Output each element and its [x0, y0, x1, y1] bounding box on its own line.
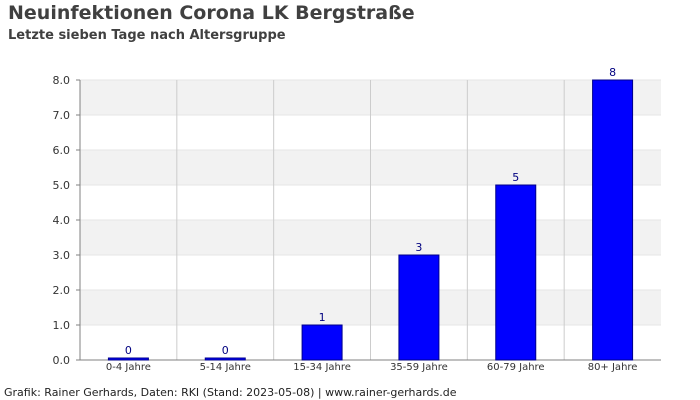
bar	[107, 357, 149, 361]
y-tick-label: 7.0	[53, 109, 71, 122]
y-tick-label: 8.0	[53, 74, 71, 87]
y-tick-label: 5.0	[53, 179, 71, 192]
y-tick-label: 3.0	[53, 249, 71, 262]
x-tick-label: 35-59 Jahre	[390, 362, 448, 373]
y-tick-labels: 0.0 1.0 2.0 3.0 4.0 5.0 6.0 7.0 8.0	[53, 74, 71, 367]
bar	[398, 254, 440, 361]
value-label: 0	[222, 344, 229, 357]
x-tick-label: 0-4 Jahre	[106, 362, 151, 373]
x-tick-labels: 0-4 Jahre 5-14 Jahre 15-34 Jahre 35-59 Jahr…	[106, 362, 638, 373]
y-tick-label: 6.0	[53, 144, 71, 157]
grid-lines	[80, 79, 661, 361]
y-tick-label: 0.0	[53, 354, 71, 367]
chart-subtitle: Letzte sieben Tage nach Altersgruppe	[8, 28, 286, 43]
bar	[204, 357, 246, 361]
value-labels: 0 0 1 3 5 8	[125, 66, 616, 357]
bar	[495, 184, 537, 361]
footer-credit: Grafik: Rainer Gerhards, Daten: RKI (Sta…	[4, 386, 457, 399]
value-label: 3	[415, 241, 422, 254]
x-tick-label: 80+ Jahre	[588, 362, 638, 373]
y-tick-label: 1.0	[53, 319, 71, 332]
value-label: 5	[512, 171, 519, 184]
axes	[76, 79, 661, 361]
x-tick-label: 5-14 Jahre	[200, 362, 251, 373]
x-tick-label: 15-34 Jahre	[293, 362, 351, 373]
value-label: 0	[125, 344, 132, 357]
bars	[107, 79, 634, 361]
bar	[592, 79, 634, 361]
chart-title: Neuinfektionen Corona LK Bergstraße	[8, 2, 415, 24]
bar	[301, 324, 343, 361]
value-label: 8	[609, 66, 616, 79]
x-tick-label: 60-79 Jahre	[487, 362, 545, 373]
y-tick-label: 2.0	[53, 284, 71, 297]
value-label: 1	[319, 311, 326, 324]
y-tick-label: 4.0	[53, 214, 71, 227]
